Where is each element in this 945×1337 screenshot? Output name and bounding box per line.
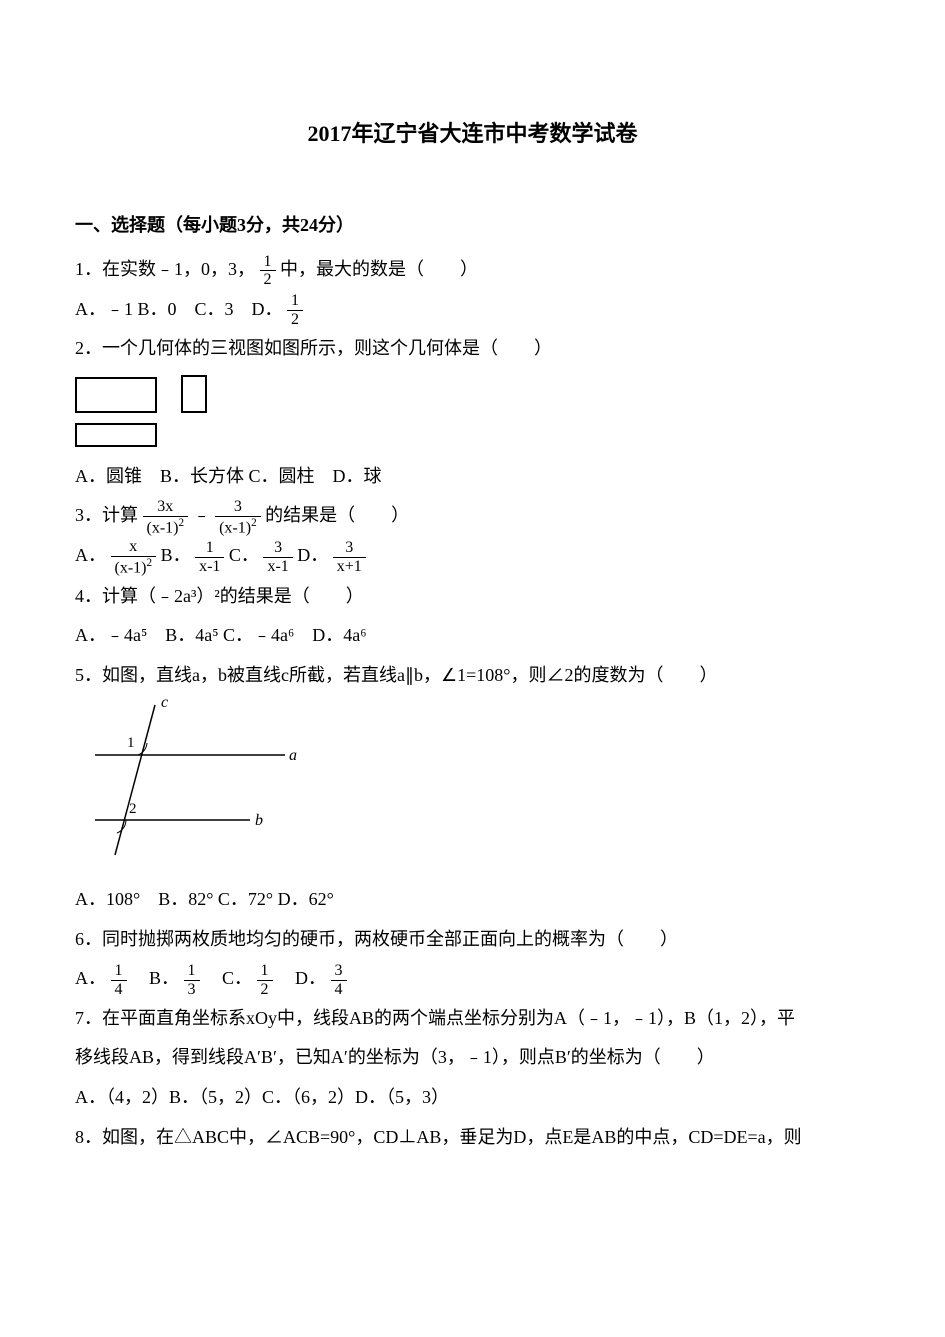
top-view-rect <box>75 423 157 447</box>
q6-D-num: 3 <box>331 962 347 980</box>
q6-C-lbl: C． <box>204 968 252 988</box>
question-5: 5．如图，直线a，b被直线c所截，若直线a∥b，∠1=108°，则∠2的度数为（… <box>75 656 870 696</box>
question-7-options: A．（4，2）B．（5，2）C．（6，2）D．（5，3） <box>75 1078 870 1118</box>
q6-A-den: 4 <box>111 980 127 999</box>
question-3-options: A． x (x-1)2 B． 1 x-1 C． 3 x-1 D． 3 x+1 <box>75 536 870 576</box>
q1-optd-num: 1 <box>287 292 303 310</box>
question-4: 4．计算（﹣2a³）²的结果是（ ） <box>75 577 870 617</box>
q6-A-lbl: A． <box>75 968 106 988</box>
fraction-icon: 1 4 <box>111 962 127 998</box>
q3-A-num: x <box>111 538 157 556</box>
question-6-options: A． 1 4 B． 1 3 C． 1 2 D． 3 4 <box>75 959 870 999</box>
q3-C-den: x-1 <box>263 557 292 576</box>
label-c: c <box>161 695 168 711</box>
fraction-icon: 1 2 <box>287 292 303 328</box>
q1-optd-den: 2 <box>287 310 303 329</box>
q6-C-num: 1 <box>257 962 273 980</box>
q3-f1-den: (x-1)2 <box>143 516 189 537</box>
label-a: a <box>289 747 297 764</box>
q6-B-lbl: B． <box>131 968 179 988</box>
question-5-options: A．108° B．82° C．72° D．62° <box>75 880 870 920</box>
question-6: 6．同时抛掷两枚质地均匀的硬币，两枚硬币全部正面向上的概率为（ ） <box>75 920 870 960</box>
q3-optC-lbl: C． <box>229 545 259 565</box>
question-7-line1: 7．在平面直角坐标系xOy中，线段AB的两个端点坐标分别为A（﹣1，﹣1），B（… <box>75 999 870 1039</box>
fraction-icon: 1 2 <box>260 253 276 289</box>
q3-optD-lbl: D． <box>297 545 328 565</box>
q3-D-num: 3 <box>333 539 366 557</box>
q1-stem-a: 1．在实数﹣1，0，3， <box>75 259 255 279</box>
parallel-lines-diagram-icon: c a b 1 2 <box>75 695 305 865</box>
question-3: 3．计算 3x (x-1)2 ﹣ 3 (x-1)2 的结果是（ ） <box>75 496 870 536</box>
label-2: 2 <box>129 801 137 817</box>
question-1-options: A．﹣1 B．0 C．3 D． 1 2 <box>75 290 870 330</box>
fraction-icon: 1 x-1 <box>195 539 224 575</box>
question-2: 2．一个几何体的三视图如图所示，则这个几何体是（ ） <box>75 329 870 369</box>
q5-diagram: c a b 1 2 <box>75 695 870 880</box>
q3-D-den: x+1 <box>333 557 366 576</box>
q3-stem-a: 3．计算 <box>75 505 138 525</box>
fraction-icon: 3x (x-1)2 <box>143 498 189 537</box>
fraction-icon: 1 2 <box>257 962 273 998</box>
side-view-rect <box>181 375 207 413</box>
q3-stem-b: 的结果是（ ） <box>265 505 409 525</box>
question-8: 8．如图，在△ABC中，∠ACB=90°，CD⊥AB，垂足为D，点E是AB的中点… <box>75 1118 870 1158</box>
question-7-line2: 移线段AB，得到线段A′B′，已知A′的坐标为（3，﹣1），则点B′的坐标为（ … <box>75 1038 870 1078</box>
question-2-options: A．圆锥 B．长方体 C．圆柱 D．球 <box>75 457 870 497</box>
q1-stem-b: 中，最大的数是（ ） <box>280 259 478 279</box>
q6-C-den: 2 <box>257 980 273 999</box>
q3-f1-num: 3x <box>143 498 189 516</box>
q1-opts-text: A．﹣1 B．0 C．3 D． <box>75 299 283 319</box>
q3-B-den: x-1 <box>195 557 224 576</box>
q3-A-den: (x-1)2 <box>111 556 157 577</box>
q6-B-num: 1 <box>184 962 200 980</box>
exam-title: 2017年辽宁省大连市中考数学试卷 <box>75 110 870 158</box>
fraction-icon: 3 4 <box>331 962 347 998</box>
label-b: b <box>255 812 263 829</box>
q3-f2-num: 3 <box>215 498 261 516</box>
fraction-icon: 3 (x-1)2 <box>215 498 261 537</box>
fraction-icon: 1 3 <box>184 962 200 998</box>
label-1: 1 <box>127 735 135 751</box>
q1-frac-num: 1 <box>260 253 276 271</box>
q3-optB-lbl: B． <box>161 545 191 565</box>
fraction-icon: 3 x+1 <box>333 539 366 575</box>
front-view-rect <box>75 377 157 413</box>
line-c <box>115 705 155 855</box>
fraction-icon: 3 x-1 <box>263 539 292 575</box>
q3-f2-den: (x-1)2 <box>215 516 261 537</box>
q3-optA-lbl: A． <box>75 545 106 565</box>
q3-C-num: 3 <box>263 539 292 557</box>
q6-B-den: 3 <box>184 980 200 999</box>
question-1: 1．在实数﹣1，0，3， 1 2 中，最大的数是（ ） <box>75 250 870 290</box>
q1-frac-den: 2 <box>260 270 276 289</box>
q3-minus: ﹣ <box>193 505 211 525</box>
question-4-options: A．﹣4a⁵ B．4a⁵ C．﹣4a⁶ D．4a⁶ <box>75 616 870 656</box>
q3-B-num: 1 <box>195 539 224 557</box>
q6-D-lbl: D． <box>277 968 326 988</box>
q2-three-views <box>75 375 870 447</box>
q6-D-den: 4 <box>331 980 347 999</box>
q6-A-num: 1 <box>111 962 127 980</box>
fraction-icon: x (x-1)2 <box>111 538 157 577</box>
section-1-heading: 一、选择题（每小题3分，共24分） <box>75 206 870 246</box>
